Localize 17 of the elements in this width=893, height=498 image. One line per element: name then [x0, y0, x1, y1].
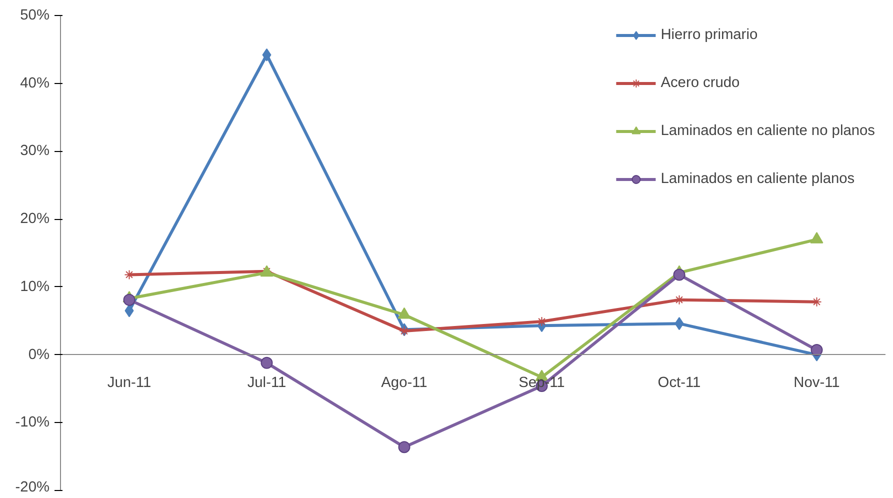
y-tick-label: 50% — [20, 8, 50, 24]
x-tick-label: Jul-11 — [247, 374, 286, 391]
y-tick-label: 10% — [20, 278, 50, 295]
x-tick-label: Ago-11 — [381, 374, 428, 391]
y-tick-label: -20% — [15, 480, 50, 496]
y-tick-label: 30% — [20, 143, 50, 160]
legend-label: Laminados en caliente no planos — [660, 123, 875, 139]
x-tick-label: Nov-11 — [794, 374, 840, 391]
y-tick-label: -10% — [15, 414, 50, 431]
y-tick-label: 0% — [28, 346, 50, 363]
legend-label: Acero crudo — [660, 75, 740, 91]
x-tick-label: Oct-11 — [658, 374, 701, 391]
x-tick-label: Jun-11 — [107, 374, 152, 391]
y-tick-label: 20% — [20, 211, 50, 228]
legend-label: Hierro primario — [660, 27, 758, 43]
y-tick-label: 40% — [20, 75, 50, 92]
legend-label: Laminados en caliente planos — [660, 171, 855, 187]
